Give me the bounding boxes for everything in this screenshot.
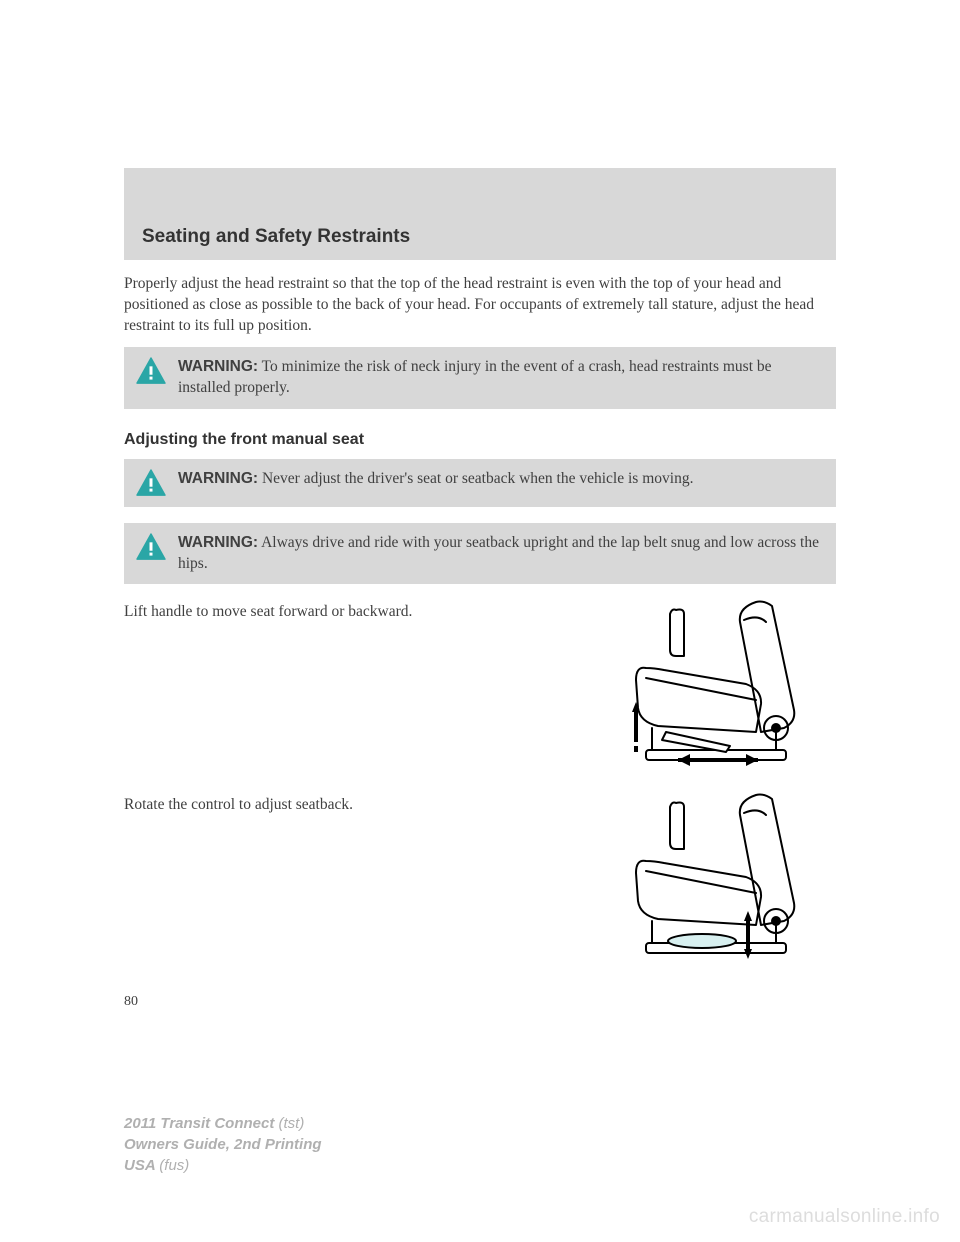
warning-label: WARNING:: [178, 470, 258, 487]
warning-box-2: WARNING: Never adjust the driver's seat …: [124, 459, 836, 507]
warning-label: WARNING:: [178, 358, 258, 375]
instruction-row-2: Rotate the control to adjust seatback.: [124, 793, 836, 968]
warning-text-3: WARNING: Always drive and ride with your…: [178, 533, 820, 575]
section-title: Seating and Safety Restraints: [142, 226, 818, 248]
warning-box-3: WARNING: Always drive and ride with your…: [124, 523, 836, 585]
warning-body: Never adjust the driver's seat or seatba…: [258, 470, 693, 487]
intro-paragraph: Properly adjust the head restraint so th…: [124, 274, 836, 337]
warning-body: Always drive and ride with your seatback…: [178, 534, 819, 572]
seat-diagram-forward-back: [606, 600, 836, 775]
footer-region: USA: [124, 1157, 159, 1174]
footer-code1: (tst): [279, 1115, 305, 1132]
section-header: Seating and Safety Restraints: [124, 168, 836, 260]
subheading: Adjusting the front manual seat: [124, 431, 836, 449]
warning-body: To minimize the risk of neck injury in t…: [178, 358, 772, 396]
warning-triangle-icon: [136, 469, 166, 497]
footer-model: 2011 Transit Connect: [124, 1115, 279, 1132]
warning-box-1: WARNING: To minimize the risk of neck in…: [124, 347, 836, 409]
footer-code2: (fus): [159, 1157, 189, 1174]
seat-diagram-recline: [606, 793, 836, 968]
warning-label: WARNING:: [178, 534, 258, 551]
instruction-text-2: Rotate the control to adjust seatback.: [124, 793, 586, 816]
warning-text-2: WARNING: Never adjust the driver's seat …: [178, 469, 693, 490]
instruction-text-1: Lift handle to move seat forward or back…: [124, 600, 586, 623]
warning-triangle-icon: [136, 533, 166, 561]
page-number: 80: [124, 994, 836, 1010]
footer-guide: Owners Guide, 2nd Printing: [124, 1134, 322, 1155]
warning-text-1: WARNING: To minimize the risk of neck in…: [178, 357, 820, 399]
warning-triangle-icon: [136, 357, 166, 385]
instruction-row-1: Lift handle to move seat forward or back…: [124, 600, 836, 775]
footer: 2011 Transit Connect (tst) Owners Guide,…: [124, 1113, 322, 1176]
watermark: carmanualsonline.info: [749, 1206, 940, 1228]
